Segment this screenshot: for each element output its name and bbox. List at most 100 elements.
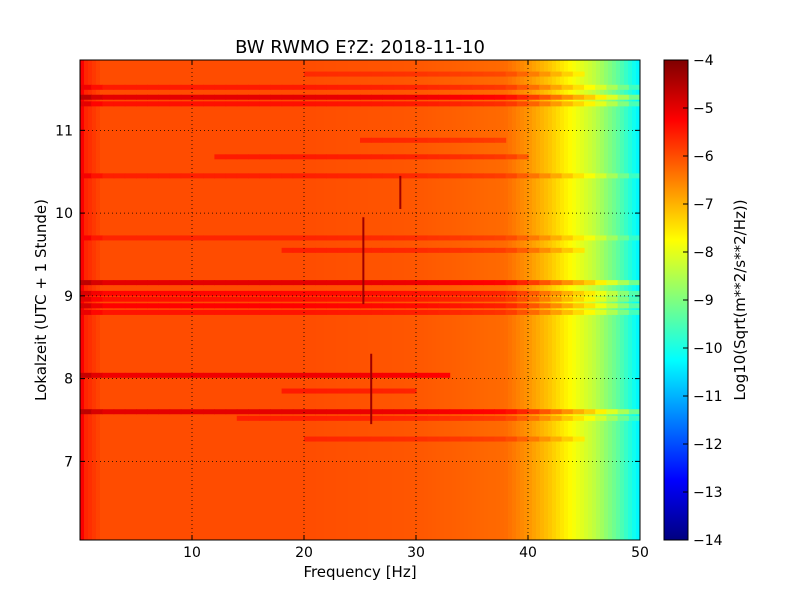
spectral-band [472, 235, 484, 241]
spectral-band [292, 372, 305, 378]
spectral-band [382, 235, 395, 241]
spectral-band [539, 247, 551, 253]
spectral-band [337, 296, 350, 302]
spectral-band [460, 173, 473, 179]
spectral-band [382, 415, 395, 421]
spectral-band [113, 303, 126, 309]
spectral-band [404, 372, 417, 378]
spectral-band [158, 280, 171, 286]
spectral-band [494, 137, 507, 143]
spectral-band [270, 296, 283, 302]
spectral-band [404, 309, 417, 315]
spectral-band [158, 372, 171, 378]
spectral-band [91, 372, 103, 378]
spectral-band [427, 71, 439, 77]
spectral-band [315, 436, 327, 442]
spectral-band [449, 235, 462, 241]
spectral-band [236, 296, 249, 302]
spectral-band [169, 296, 182, 302]
spectral-band [248, 280, 260, 286]
spectral-band [281, 372, 294, 378]
spectral-band [281, 101, 294, 107]
spectral-band [371, 235, 383, 241]
spectral-band [416, 94, 428, 100]
spectral-band [494, 303, 507, 309]
spectral-band [158, 296, 171, 302]
y-tick-label: 8 [64, 372, 73, 388]
spectral-band [393, 415, 406, 421]
spectral-band [214, 309, 227, 315]
spectral-band [561, 415, 574, 421]
spectral-band [393, 154, 406, 160]
spectral-band [404, 137, 417, 143]
spectral-band [404, 247, 417, 253]
spectral-band [147, 280, 159, 286]
spectral-band [281, 94, 294, 100]
spectral-band [416, 409, 428, 415]
spectral-band [124, 303, 137, 309]
spectral-band [404, 173, 417, 179]
spectral-band [270, 303, 283, 309]
spectral-band [483, 137, 495, 143]
spectral-band [203, 409, 215, 415]
spectral-band [550, 290, 563, 296]
spectral-band [203, 101, 215, 107]
y-tick-label: 10 [55, 206, 73, 222]
spectral-band [595, 303, 607, 309]
spectral-band [158, 101, 171, 107]
spectral-band [404, 84, 417, 90]
spectral-band [281, 296, 294, 302]
spectral-band [80, 84, 92, 90]
spectral-band [281, 388, 294, 394]
spectral-band [427, 436, 439, 442]
spectral-band [180, 309, 193, 315]
spectral-band [561, 309, 574, 315]
spectral-band [404, 280, 417, 286]
spectral-band [483, 296, 495, 302]
spectral-band [348, 409, 361, 415]
spectral-band [315, 303, 327, 309]
y-tick-label: 11 [55, 123, 73, 139]
spectral-band [169, 101, 182, 107]
spectral-band [528, 436, 540, 442]
spectral-band [281, 235, 294, 241]
spectral-band [292, 101, 305, 107]
colorbar-tick-label: −5 [693, 101, 714, 117]
spectral-band [528, 309, 540, 315]
spectral-band [304, 303, 316, 309]
spectral-band [348, 235, 361, 241]
spectral-band [292, 409, 305, 415]
spectral-band [360, 84, 372, 90]
spectral-band [584, 280, 596, 286]
spectral-band [606, 101, 619, 107]
spectral-band [371, 71, 383, 77]
spectral-band [169, 409, 182, 415]
spectral-band [371, 372, 383, 378]
spectral-band [315, 71, 327, 77]
spectral-band [192, 290, 204, 296]
spectral-band [472, 409, 484, 415]
spectral-band [348, 247, 361, 253]
spectral-band [584, 290, 596, 296]
spectral-band [393, 309, 406, 315]
spectral-band [315, 154, 327, 160]
spectral-band [561, 173, 574, 179]
spectral-band [438, 94, 451, 100]
spectral-band [102, 296, 115, 302]
spectral-band [91, 409, 103, 415]
spectral-band [80, 290, 92, 296]
spectral-band [449, 415, 462, 421]
spectral-band [80, 94, 92, 100]
spectral-band [315, 84, 327, 90]
spectral-band [572, 436, 585, 442]
spectral-band [617, 303, 630, 309]
spectral-band [304, 94, 316, 100]
colorbar-tick-label: −8 [693, 245, 714, 261]
spectral-band [281, 247, 294, 253]
spectral-band [516, 280, 529, 286]
colorbar-label: Log10(Sqrt(m**2/s**2/Hz)) [731, 199, 749, 400]
spectral-band [505, 409, 518, 415]
spectral-band [259, 372, 271, 378]
spectral-band [404, 388, 417, 394]
spectral-band [348, 280, 361, 286]
